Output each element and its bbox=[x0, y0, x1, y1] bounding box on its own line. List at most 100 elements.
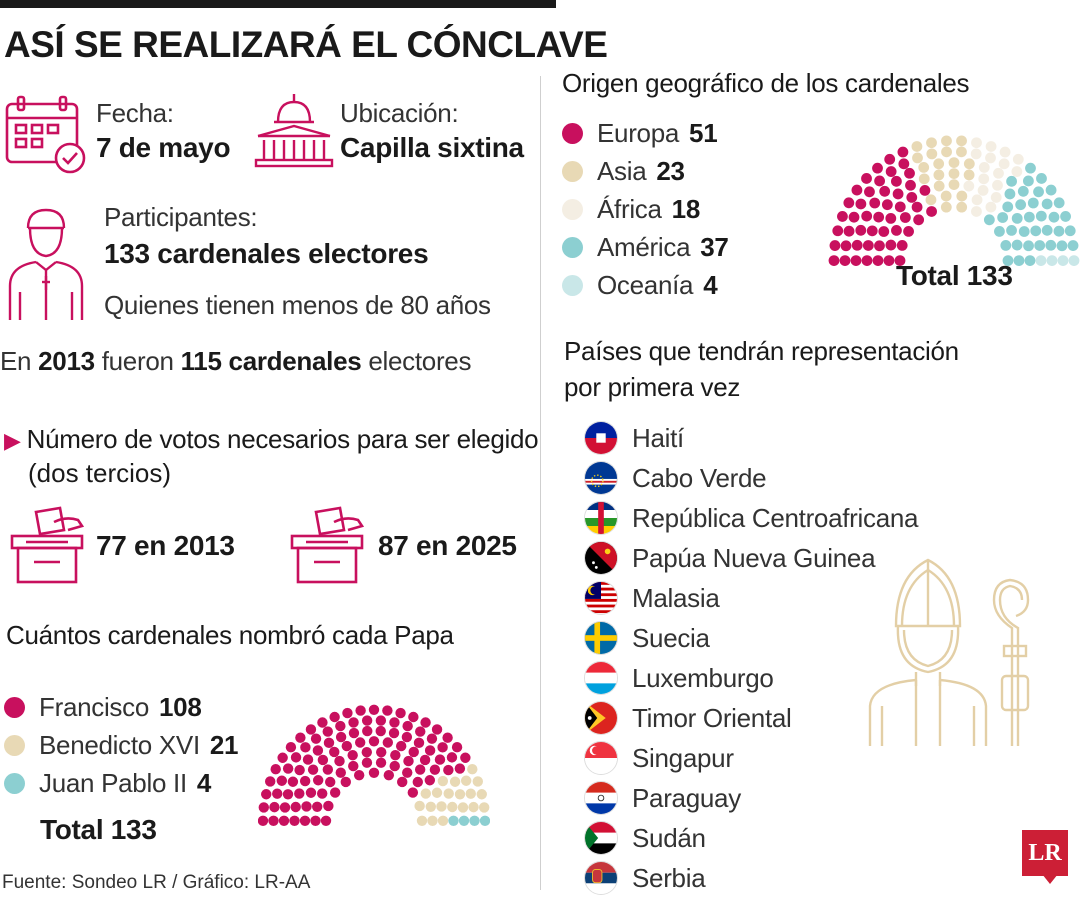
triangle-bullet-icon: ▶ bbox=[4, 428, 21, 453]
origen-seat-américa bbox=[1034, 240, 1046, 251]
origen-seat-europa bbox=[885, 212, 897, 224]
origen-seat-europa bbox=[884, 153, 896, 165]
papas-seat-francisco bbox=[383, 769, 395, 781]
origen-seat-américa bbox=[1056, 240, 1068, 252]
origen-seat-europa bbox=[851, 184, 863, 196]
origen-seat-américa bbox=[1000, 239, 1012, 251]
papas-seat-francisco bbox=[408, 746, 419, 758]
papas-seat-francisco bbox=[353, 769, 365, 781]
papas-seat-juan-pablo-ii bbox=[448, 815, 459, 826]
origen-seat-américa bbox=[1041, 198, 1053, 210]
origen-seat-oceanía bbox=[1046, 255, 1058, 266]
papas-heading: Cuántos cardenales nombró cada Papa bbox=[6, 620, 454, 650]
papas-seat-francisco bbox=[361, 746, 372, 758]
origen-seat-europa bbox=[832, 225, 844, 237]
country-item: Luxemburgo bbox=[584, 658, 918, 698]
origen-seat-europa bbox=[855, 198, 867, 210]
papas-seat-francisco bbox=[414, 764, 426, 775]
origen-seat-américa bbox=[1045, 239, 1057, 251]
lr-logo-tail bbox=[1042, 874, 1058, 884]
ballot-box-icon bbox=[288, 506, 368, 591]
top-rule bbox=[0, 0, 556, 8]
papas-seat-francisco bbox=[342, 707, 353, 719]
papas-seat-francisco bbox=[434, 754, 446, 765]
origen-seat-europa bbox=[843, 197, 855, 209]
papas-seat-benedicto-xvi bbox=[467, 764, 478, 775]
papas-seat-francisco bbox=[301, 801, 312, 812]
papas-seat-francisco bbox=[347, 749, 358, 761]
papas-seat-francisco bbox=[305, 724, 317, 735]
origen-seat-europa bbox=[911, 201, 923, 213]
origen-seat-europa bbox=[840, 240, 852, 252]
origen-legend-label: América bbox=[597, 231, 691, 262]
origen-seat-áfrica bbox=[970, 148, 982, 160]
origen-seat-asia bbox=[933, 180, 945, 192]
papas-seat-francisco bbox=[368, 704, 380, 715]
papas-seat-francisco bbox=[269, 801, 280, 813]
papas-seat-benedicto-xvi bbox=[416, 815, 428, 826]
origen-seat-américa bbox=[1013, 255, 1025, 266]
papas-seat-francisco bbox=[376, 746, 387, 758]
papas-seat-francisco bbox=[361, 715, 373, 726]
cardinal-icon bbox=[6, 206, 86, 327]
origen-legend-label: África bbox=[597, 193, 662, 224]
origen-seat-américa bbox=[1036, 173, 1047, 184]
flag-icon bbox=[584, 741, 618, 775]
origen-seat-américa bbox=[1023, 175, 1034, 187]
papas-seat-francisco bbox=[361, 757, 373, 768]
participantes-value: 133 cardenales electores bbox=[104, 238, 429, 269]
origen-seat-europa bbox=[885, 166, 897, 177]
origen-seat-américa bbox=[1006, 175, 1017, 187]
origen-hemicycle-chart bbox=[828, 135, 1080, 266]
papas-seat-francisco bbox=[294, 788, 305, 799]
papas-seat-francisco bbox=[443, 764, 454, 776]
ubicacion-label: Ubicación: bbox=[340, 98, 459, 128]
origen-seat-europa bbox=[850, 255, 862, 266]
flag-icon bbox=[584, 421, 618, 455]
calendar-icon bbox=[4, 94, 88, 181]
papas-seat-francisco bbox=[340, 776, 351, 788]
origen-seat-américa bbox=[1053, 225, 1065, 237]
flag-icon bbox=[584, 501, 618, 535]
origen-seat-asia bbox=[918, 173, 930, 185]
country-name: Luxemburgo bbox=[632, 662, 774, 693]
papas-seat-francisco bbox=[295, 732, 306, 743]
origen-seat-américa bbox=[1033, 186, 1044, 198]
papas-seat-francisco bbox=[329, 746, 340, 758]
papas-seat-francisco bbox=[397, 776, 408, 788]
papas-legend-label: Benedicto XVI bbox=[39, 729, 200, 760]
origen-seat-europa bbox=[866, 225, 878, 237]
origen-seat-europa bbox=[879, 185, 891, 197]
origen-legend: Europa 51 Asia 23 África 18 América 37 Oceanía 4 bbox=[562, 114, 729, 304]
legend-dot-icon bbox=[562, 160, 583, 182]
flag-icon bbox=[584, 821, 618, 855]
origen-seat-américa bbox=[1060, 211, 1071, 222]
papas-seat-francisco bbox=[362, 725, 373, 737]
papas-seat-francisco bbox=[334, 755, 345, 767]
origen-seat-europa bbox=[913, 214, 925, 226]
papas-seat-francisco bbox=[402, 720, 413, 732]
origen-seat-europa bbox=[903, 226, 914, 237]
papas-seat-francisco bbox=[395, 707, 406, 719]
origen-seat-asia bbox=[933, 158, 945, 170]
papas-seat-francisco bbox=[415, 726, 426, 737]
origen-seat-europa bbox=[885, 239, 897, 251]
origen-seat-europa bbox=[899, 212, 911, 223]
origen-seat-europa bbox=[873, 211, 885, 223]
electores-2013: En 2013 fueron 115 cardenales electores bbox=[0, 346, 471, 377]
legend-dot-icon bbox=[562, 198, 583, 220]
papas-seat-benedicto-xvi bbox=[454, 789, 466, 800]
origen-legend-item: África 18 bbox=[562, 190, 729, 228]
origen-seat-asia bbox=[963, 169, 975, 181]
papas-seat-francisco bbox=[317, 788, 328, 799]
papas-seat-francisco bbox=[299, 815, 311, 826]
papas-seat-francisco bbox=[368, 736, 380, 747]
papas-seat-francisco bbox=[294, 764, 305, 776]
origen-seat-américa bbox=[1030, 225, 1042, 237]
origen-seat-américa bbox=[994, 226, 1005, 237]
origen-seat-áfrica bbox=[971, 206, 982, 217]
papas-seat-francisco bbox=[268, 815, 279, 826]
origen-seat-américa bbox=[1045, 184, 1057, 196]
papas-seat-francisco bbox=[451, 741, 463, 753]
flag-icon bbox=[584, 621, 618, 655]
